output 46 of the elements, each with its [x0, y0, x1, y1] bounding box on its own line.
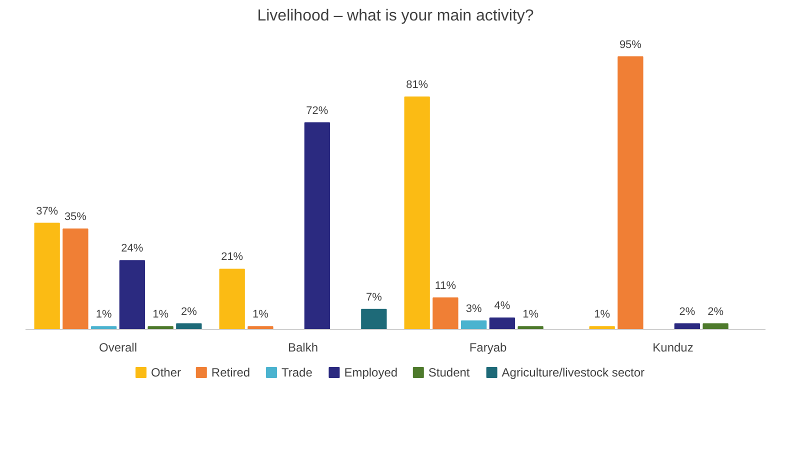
- legend-label: Employed: [344, 366, 398, 380]
- bar: [304, 122, 330, 330]
- data-label: 81%: [406, 78, 428, 91]
- data-label: 7%: [366, 291, 382, 304]
- legend-label: Student: [428, 366, 470, 380]
- legend-label: Agriculture/livestock sector: [502, 366, 645, 380]
- data-label: 11%: [434, 280, 456, 292]
- data-label: 2%: [708, 306, 724, 318]
- bar: [432, 297, 458, 330]
- bar: [489, 318, 516, 330]
- data-label: 1%: [594, 308, 610, 321]
- chart-title: Livelihood – what is your main activity?: [257, 8, 534, 24]
- data-label: 24%: [121, 242, 144, 255]
- x-tick-label: Kunduz: [652, 340, 694, 354]
- bar: [62, 228, 88, 330]
- x-tick-label: Overall: [98, 340, 138, 354]
- bar: [34, 222, 60, 330]
- x-tick-label: Balkh: [288, 340, 318, 354]
- legend-label: Trade: [282, 366, 313, 380]
- x-tick-label: Faryab: [469, 340, 507, 354]
- data-label: 2%: [180, 306, 198, 318]
- data-label: 21%: [221, 251, 244, 264]
- data-label: 1%: [252, 308, 269, 321]
- data-label: 37%: [36, 205, 58, 218]
- data-label: 1%: [152, 308, 169, 321]
- data-label: 1%: [522, 308, 539, 321]
- bar: [119, 260, 146, 330]
- bar: [361, 308, 387, 330]
- bar: [518, 326, 544, 330]
- bar: [176, 323, 202, 330]
- data-label: 2%: [679, 306, 696, 318]
- data-label: 95%: [619, 38, 642, 51]
- data-label: 72%: [306, 104, 328, 117]
- bar: [248, 326, 274, 330]
- data-label: 4%: [494, 300, 510, 312]
- bar: [618, 56, 644, 330]
- bar: [219, 268, 245, 330]
- bar: [404, 96, 430, 330]
- data-label: 1%: [96, 308, 112, 321]
- legend-label: Retired: [211, 366, 250, 380]
- data-label: 3%: [466, 302, 482, 315]
- bar: [460, 320, 487, 330]
- bar: [148, 326, 174, 330]
- legend-label: Other: [151, 366, 182, 380]
- bar: [702, 323, 728, 330]
- data-label: 35%: [64, 211, 87, 224]
